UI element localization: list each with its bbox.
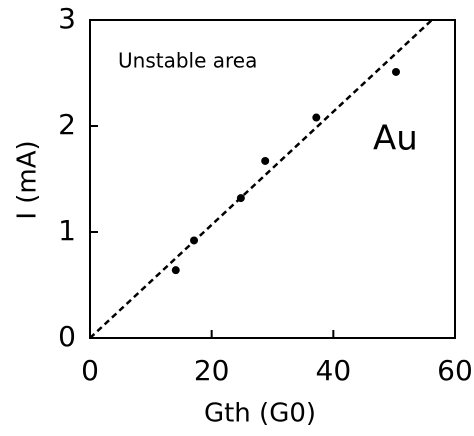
x-tick-label: 40 [316,354,352,387]
x-axis-label: Gth (G0) [204,399,316,429]
annotation: Au [373,119,418,159]
point [236,194,245,203]
fit-line [89,19,433,339]
x-tick-label: 60 [437,354,473,387]
point [190,236,199,245]
y-axis-label: I (mA) [13,140,43,219]
point [261,156,270,165]
y-tick-label: 2 [58,108,76,141]
x-tick-label: 20 [194,354,230,387]
y-tick-label: 0 [58,320,76,353]
x-tick-label: 0 [81,354,99,387]
point [171,266,180,275]
point [312,113,321,122]
y-tick-label: 3 [58,2,76,35]
y-tick-label: 1 [58,214,76,247]
point [391,67,400,76]
annotation: Unstable area [118,49,257,73]
plot-frame [89,19,456,339]
